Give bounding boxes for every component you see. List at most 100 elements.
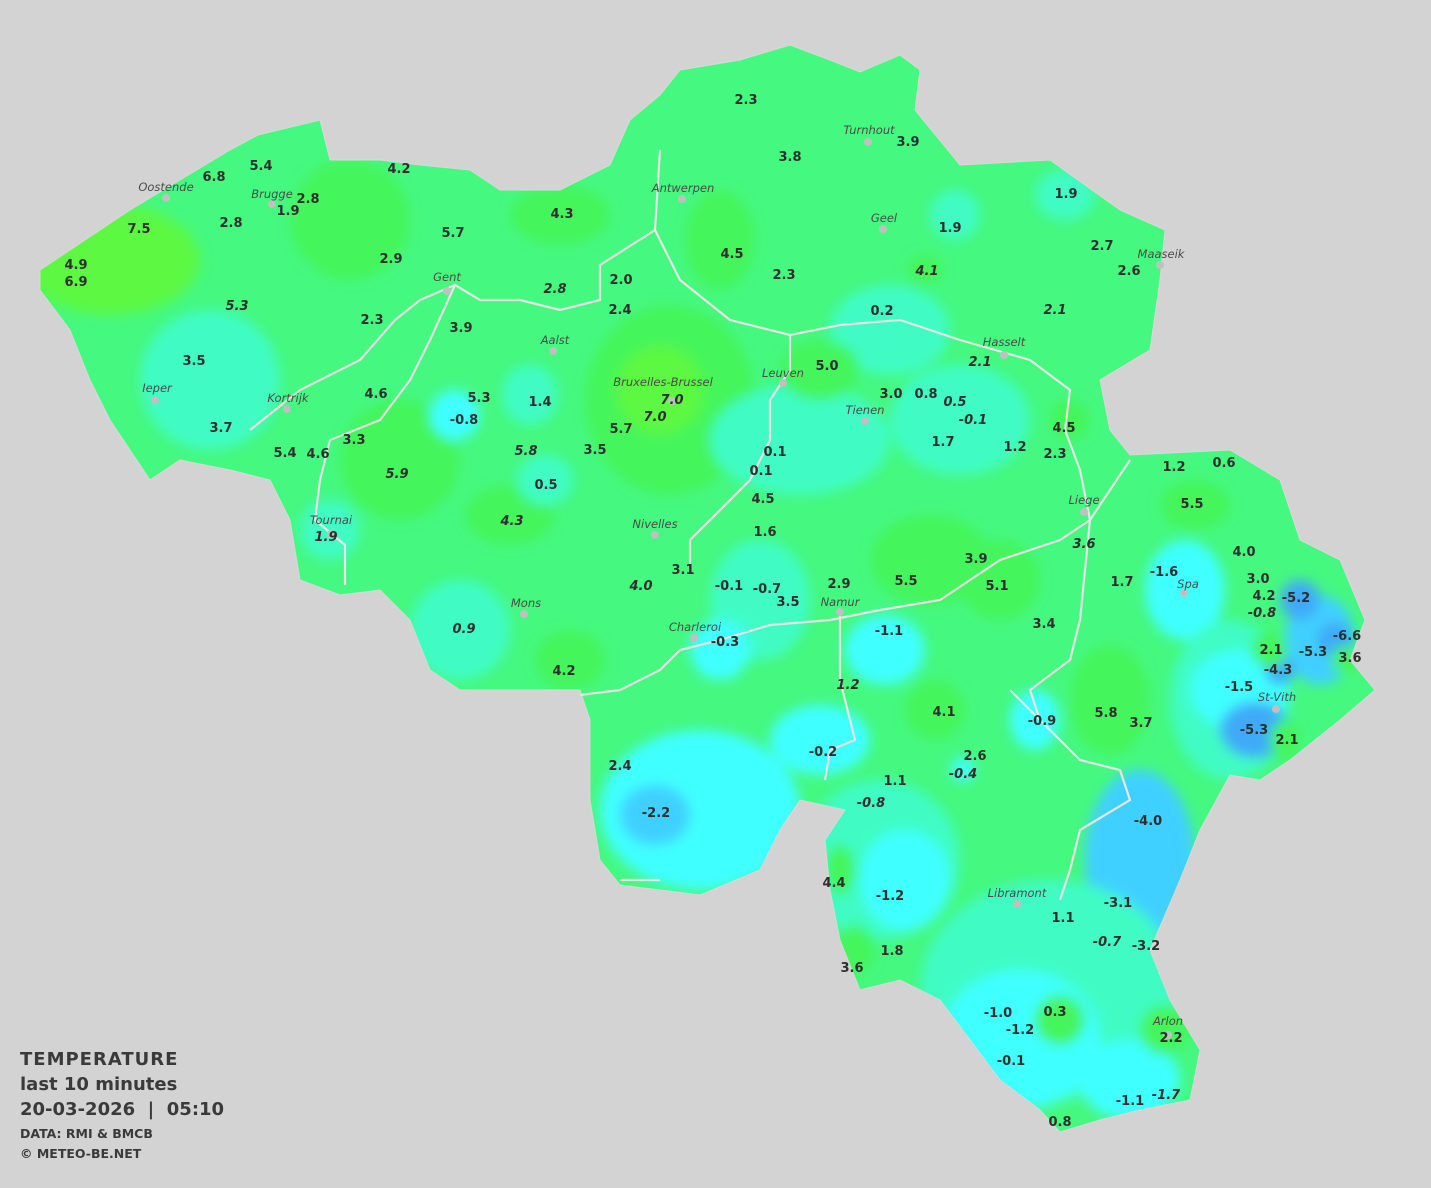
- temperature-value: 6.8: [202, 170, 225, 185]
- temperature-value: 2.6: [1117, 264, 1140, 279]
- temperature-zone-cyan: [845, 615, 925, 685]
- city-label: Namur: [821, 595, 861, 609]
- temperature-zone-aqua: [1035, 170, 1095, 220]
- temperature-value: -1.2: [1006, 1023, 1034, 1038]
- temperature-value: 2.6: [963, 749, 986, 764]
- temperature-value: -0.4: [949, 767, 977, 782]
- temperature-zone-green: [907, 255, 943, 285]
- temperature-value: 2.2: [1159, 1031, 1182, 1046]
- temperature-value: 4.5: [751, 492, 774, 507]
- temperature-value: 3.9: [896, 135, 919, 150]
- temperature-zone-green: [1070, 645, 1150, 755]
- temperature-value: 3.6: [1072, 537, 1095, 552]
- temperature-zone-aqua: [830, 285, 950, 375]
- city-label: Turnhout: [843, 123, 895, 137]
- city-dot: [651, 531, 659, 539]
- city-label: Nivelles: [632, 517, 677, 531]
- temperature-value: 2.1: [1259, 643, 1282, 658]
- temperature-zone-green: [685, 190, 755, 290]
- temperature-value: 3.6: [840, 961, 863, 976]
- temperature-values: 2.33.83.91.95.46.84.22.81.97.5 2.84.96.95…: [64, 93, 1361, 1130]
- temperature-value: 4.3: [550, 207, 573, 222]
- temperature-zone-green: [1270, 720, 1300, 760]
- temperature-zone-cyan: [940, 970, 1100, 1110]
- legend-period: last 10 minutes: [20, 1074, 178, 1095]
- city-label: Ieper: [142, 381, 173, 395]
- temperature-value: 3.3: [342, 433, 365, 448]
- city-label: Maaseik: [1138, 247, 1186, 261]
- temperature-value: 4.6: [306, 447, 329, 462]
- temperature-value: 4.5: [1052, 421, 1075, 436]
- temperature-value: -0.7: [753, 582, 781, 597]
- temperature-value: -4.3: [1264, 663, 1292, 678]
- city-label: Libramont: [988, 886, 1047, 900]
- province-border: [1009, 689, 1041, 721]
- temperature-zone-cyan: [600, 730, 800, 890]
- temperature-value: 4.9: [64, 258, 87, 273]
- temperature-value: -1.6: [1150, 565, 1178, 580]
- temperature-value: -1.1: [875, 624, 903, 639]
- temperature-value: 7.0: [660, 393, 683, 408]
- temperature-zone-green: [290, 160, 410, 280]
- city-label: Bruxelles-Brussel: [613, 375, 713, 389]
- temperature-zone-aqua: [710, 385, 890, 495]
- temperature-value: 2.3: [734, 93, 757, 108]
- city-markers: Oostende Brugge Gent Antwerpen Turnhout Geel M…: [138, 123, 1296, 1039]
- temperature-value: -0.2: [809, 745, 837, 760]
- temperature-value: 4.1: [932, 705, 955, 720]
- city-dot: [1272, 705, 1280, 713]
- temperature-value: 3.1: [671, 563, 694, 578]
- temperature-value: 7.5: [127, 222, 150, 237]
- temperature-value: 0.3: [1043, 1005, 1066, 1020]
- temperature-value: 0.2: [870, 304, 893, 319]
- map-legend: TEMPERATURE last 10 minutes 20-03-2026 |…: [20, 1047, 224, 1164]
- temperature-value: 2.8: [296, 192, 319, 207]
- temperature-value: 1.9: [276, 204, 299, 219]
- legend-source: DATA: RMI & BMCB: [20, 1126, 153, 1141]
- city-dot: [879, 225, 887, 233]
- city-label: Hasselt: [983, 335, 1026, 349]
- temperature-value: 5.1: [985, 579, 1008, 594]
- temperature-value: 1.1: [1051, 911, 1074, 926]
- province-border: [823, 610, 857, 781]
- city-dot: [678, 195, 686, 203]
- temperature-value: 3.5: [182, 354, 205, 369]
- temperature-value: -0.8: [450, 413, 478, 428]
- temperature-zone-light-blue: [620, 785, 690, 845]
- province-border: [1089, 459, 1131, 521]
- temperature-value: 6.9: [64, 275, 87, 290]
- temperature-value: -0.8: [1248, 606, 1276, 621]
- city-label: Spa: [1177, 577, 1199, 591]
- temperature-value: 5.8: [1094, 706, 1117, 721]
- temperature-value: -0.8: [857, 796, 885, 811]
- temperature-value: 1.9: [1054, 187, 1077, 202]
- temperature-value: 3.9: [964, 552, 987, 567]
- temperature-zone-aqua: [517, 455, 573, 505]
- city-dot: [443, 287, 451, 295]
- temperature-value: 0.5: [943, 395, 966, 410]
- temperature-value: -1.0: [984, 1006, 1012, 1021]
- temperature-value: 1.8: [880, 944, 903, 959]
- temperature-value: -1.7: [1152, 1088, 1181, 1103]
- temperature-value: 4.2: [552, 664, 575, 679]
- city-label: Antwerpen: [651, 181, 715, 195]
- temperature-zone-cyan: [951, 758, 975, 782]
- city-dot: [549, 347, 557, 355]
- legend-datetime: 20-03-2026 | 05:10: [20, 1099, 225, 1120]
- temperature-value: 1.2: [1162, 460, 1185, 475]
- city-label: Liege: [1068, 493, 1099, 507]
- temperature-zone-cyan: [860, 830, 950, 930]
- city-dot: [151, 396, 159, 404]
- temperature-zone-aqua: [502, 365, 558, 425]
- city-label: Arlon: [1152, 1014, 1183, 1028]
- city-label: St-Vith: [1258, 690, 1296, 704]
- temperature-value: 1.7: [931, 435, 954, 450]
- city-label: Tournai: [310, 513, 353, 527]
- temperature-value: 2.8: [543, 282, 566, 297]
- province-border: [654, 229, 1072, 431]
- temperature-value: 5.4: [273, 446, 296, 461]
- temperature-value: -4.0: [1134, 814, 1162, 829]
- temperature-value: 0.1: [749, 464, 772, 479]
- temperature-value: 5.3: [225, 299, 248, 314]
